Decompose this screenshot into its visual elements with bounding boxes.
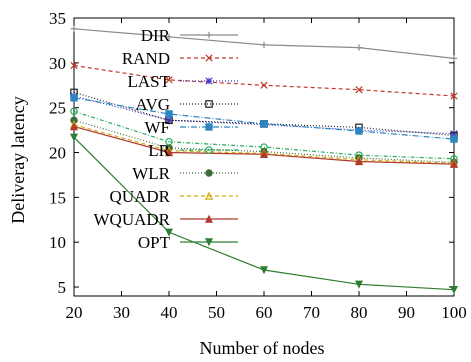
legend-label: OPT xyxy=(138,233,171,252)
point-rand xyxy=(450,92,458,100)
point-wquadr xyxy=(164,148,174,157)
series-avg xyxy=(70,88,458,140)
y-tick-label: 30 xyxy=(49,54,66,73)
series-line-wquadr xyxy=(73,125,455,165)
y-tick-label: 5 xyxy=(58,278,67,297)
point-rand xyxy=(165,76,173,84)
axis-ticks: 20 30 40 50 60 70 80 90 100 5 10 15 20 25 30 35 xyxy=(49,9,467,322)
point-dir xyxy=(260,41,268,49)
legend-marker xyxy=(205,100,213,108)
legend-marker xyxy=(205,169,213,177)
x-tick-label: 40 xyxy=(161,303,178,322)
x-tick-label: 100 xyxy=(441,303,467,322)
series-wf xyxy=(70,94,458,143)
series-line-wf xyxy=(73,97,455,140)
series-line-lr xyxy=(73,110,455,160)
series-line-quadr xyxy=(73,124,455,164)
legend-item-wlr: WLR xyxy=(132,164,238,183)
legend-label: RAND xyxy=(122,49,170,68)
series-opt xyxy=(69,133,459,295)
point-wquadr xyxy=(259,149,269,159)
point-wf xyxy=(70,94,78,102)
point-dir xyxy=(450,55,458,62)
legend-label: WF xyxy=(145,118,171,137)
y-tick-label: 20 xyxy=(49,144,66,163)
point-rand xyxy=(260,81,268,89)
y-tick-label: 10 xyxy=(49,233,66,252)
legend-marker xyxy=(205,123,213,131)
point-rand xyxy=(70,61,78,70)
legend-item-last: LAST xyxy=(128,72,238,91)
x-tick-label: 50 xyxy=(208,303,225,322)
legend-marker xyxy=(204,214,214,223)
point-opt xyxy=(69,133,79,142)
legend-label: WQUADR xyxy=(94,210,171,229)
point-wquadr xyxy=(354,157,364,166)
point-wquadr xyxy=(449,159,459,168)
point-wf xyxy=(355,127,363,135)
point-last xyxy=(165,116,173,124)
point-wf xyxy=(260,120,268,128)
series-dir xyxy=(70,25,458,62)
point-wquadr xyxy=(69,122,79,131)
series-wquadr xyxy=(69,122,459,168)
x-axis-label: Number of nodes xyxy=(200,338,325,358)
legend-label: QUADR xyxy=(110,187,171,206)
point-dir xyxy=(70,25,78,32)
point-opt xyxy=(449,286,459,295)
legend-item-dir: DIR xyxy=(141,26,238,45)
series-line-last xyxy=(73,95,455,135)
legend-item-rand: RAND xyxy=(122,49,238,68)
y-tick-label: 15 xyxy=(49,188,66,207)
legend-item-opt: OPT xyxy=(138,233,238,252)
point-last xyxy=(450,130,458,138)
legend-marker xyxy=(205,31,213,39)
legend-item-lr: LR xyxy=(148,141,238,160)
x-tick-label: 90 xyxy=(398,303,415,322)
legend-marker xyxy=(205,146,213,154)
legend-label: LR xyxy=(148,141,170,160)
point-rand xyxy=(355,86,363,94)
series-rand xyxy=(70,61,458,100)
x-tick-label: 20 xyxy=(66,303,83,322)
y-axis-label: Deliveray latency xyxy=(8,96,28,223)
point-opt xyxy=(259,266,269,275)
legend-label: LAST xyxy=(128,72,171,91)
x-tick-label: 80 xyxy=(351,303,368,322)
legend-marker xyxy=(205,54,213,62)
point-dir xyxy=(165,33,173,41)
legend-label: AVG xyxy=(135,95,170,114)
point-dir xyxy=(355,44,363,51)
legend: DIR RAND LAST AVG WF LR WLR QUADR WQUADR OPT xyxy=(94,26,238,252)
y-tick-label: 35 xyxy=(49,9,66,28)
legend-marker xyxy=(204,238,214,247)
y-tick-label: 25 xyxy=(49,99,66,118)
legend-item-wquadr: WQUADR xyxy=(94,210,238,229)
legend-item-wf: WF xyxy=(145,118,238,137)
legend-marker xyxy=(205,77,213,85)
legend-marker xyxy=(204,191,214,200)
legend-label: DIR xyxy=(141,26,171,45)
x-tick-label: 70 xyxy=(303,303,320,322)
x-tick-label: 60 xyxy=(256,303,273,322)
series-layer xyxy=(69,25,459,295)
point-lr xyxy=(70,107,78,116)
legend-item-quadr: QUADR xyxy=(110,187,238,206)
legend-label: WLR xyxy=(132,164,170,183)
point-opt xyxy=(164,228,174,237)
point-wf xyxy=(165,110,173,118)
series-line-avg xyxy=(73,91,455,137)
point-opt xyxy=(354,280,364,289)
legend-item-avg: AVG xyxy=(135,95,238,114)
point-wf xyxy=(450,135,458,143)
series-last xyxy=(70,92,458,138)
x-tick-label: 30 xyxy=(113,303,130,322)
